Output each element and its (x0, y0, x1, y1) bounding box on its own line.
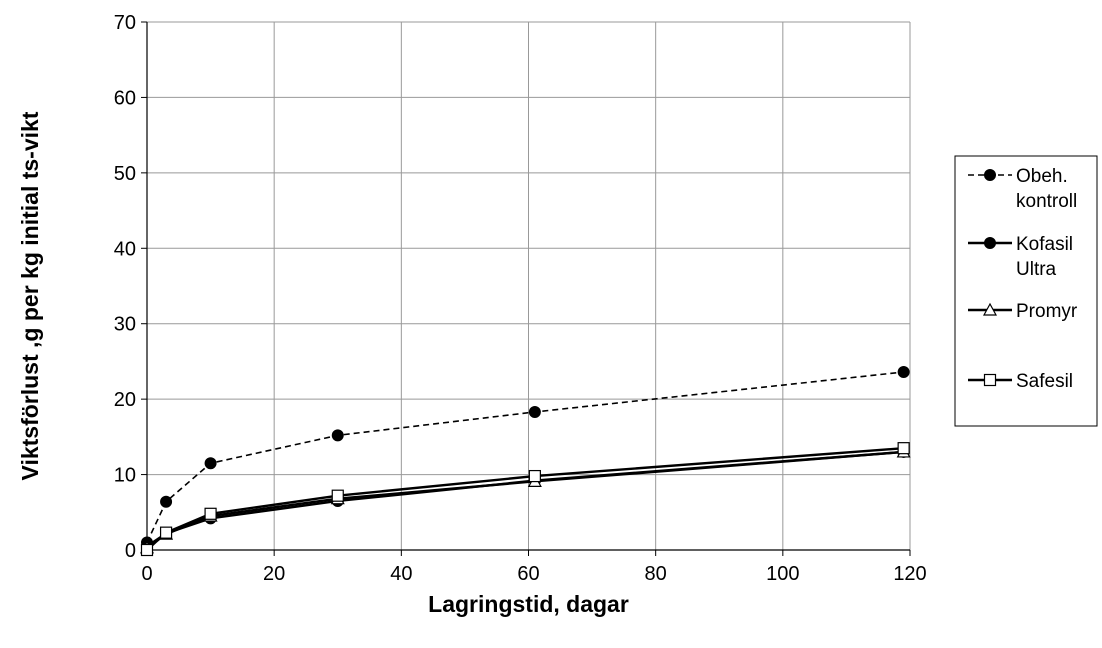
legend-label: kontroll (1016, 191, 1077, 212)
y-tick-label: 30 (114, 314, 136, 336)
series-3 (140, 442, 910, 557)
legend-marker (984, 169, 996, 181)
legend-label: Ultra (1016, 259, 1057, 280)
series-1 (141, 445, 910, 553)
legend-item: Safesil (968, 371, 1073, 392)
legend-label: Safesil (1016, 371, 1073, 392)
data-point (331, 489, 344, 502)
y-tick-label: 40 (114, 238, 136, 260)
y-axis-title: Viktsförlust ,g per kg initial ts-vikt (17, 111, 43, 480)
data-point (897, 442, 910, 455)
legend-marker (984, 237, 996, 249)
legend-marker (983, 373, 997, 387)
legend-item: Kofasil Ultra (968, 234, 1073, 280)
x-tick-label: 100 (766, 563, 799, 585)
y-tick-labels: 0 10 20 30 40 50 60 70 (114, 12, 147, 562)
data-series (139, 365, 911, 557)
data-point (897, 365, 910, 378)
y-tick-label: 50 (114, 163, 136, 185)
grid (147, 21, 911, 550)
series-line (146, 446, 904, 551)
series-line (146, 450, 904, 549)
x-tick-label: 40 (390, 563, 412, 585)
x-tick-label: 20 (263, 563, 285, 585)
data-point (159, 526, 173, 539)
data-point (160, 495, 173, 508)
x-tick-label: 80 (645, 563, 667, 585)
data-point (140, 543, 154, 557)
x-tick-labels: 0 20 40 60 80 100 120 (141, 550, 927, 585)
legend-label: Kofasil (1016, 234, 1073, 255)
x-axis-title: Lagringstid, dagar (428, 591, 629, 617)
legend-marker (982, 302, 998, 316)
data-point (528, 469, 541, 483)
legend-item: Obeh. kontroll (968, 166, 1077, 212)
data-point (331, 429, 344, 442)
legend-label: Promyr (1016, 301, 1078, 322)
legend-item: Promyr (968, 301, 1078, 322)
x-tick-label: 120 (893, 563, 926, 585)
series-2 (139, 444, 911, 554)
y-tick-label: 60 (114, 87, 136, 109)
data-point (528, 405, 541, 418)
data-point (204, 457, 217, 470)
y-tick-label: 20 (114, 389, 136, 411)
series-line (146, 450, 904, 548)
y-tick-label: 0 (125, 540, 136, 562)
y-tick-label: 70 (114, 12, 136, 34)
legend-label: Obeh. (1016, 166, 1068, 187)
series-line (146, 371, 904, 543)
x-tick-label: 60 (517, 563, 539, 585)
data-point (204, 507, 217, 520)
legend: Obeh. kontroll Kofasil Ultra Promyr Safesil (954, 155, 1098, 427)
x-tick-label: 0 (141, 563, 152, 585)
y-tick-label: 10 (114, 465, 136, 487)
